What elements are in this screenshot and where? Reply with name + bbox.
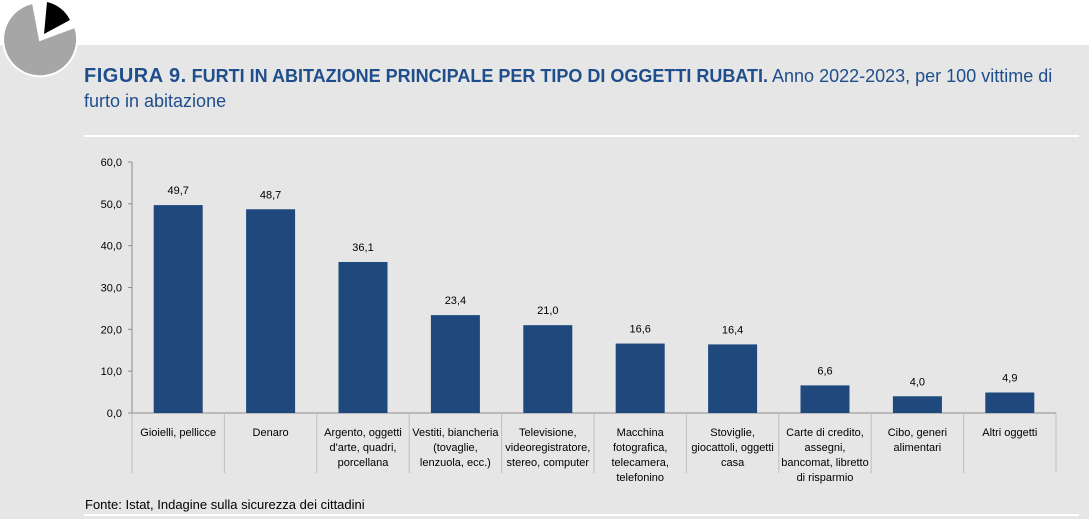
bar: [985, 392, 1035, 413]
bar-value-label: 16,4: [722, 324, 743, 336]
bar: [153, 205, 203, 413]
category-label: Macchina fotografica, telecamera, telefonin…: [611, 427, 668, 484]
bar-value-label: 4,9: [1002, 373, 1017, 385]
bar-value-label: 21,0: [537, 305, 558, 317]
category-label: Cibo, generi alimentari: [888, 427, 947, 454]
category-label: Televisione, videoregistratore, stereo, co…: [505, 427, 590, 469]
category-label: Carte di credito, assegni, bancomat, libre…: [781, 427, 868, 484]
figure-subtitle: Anno 2022-2023, per 100 vittime di furto…: [84, 66, 1053, 111]
category-label: Gioielli, pellicce: [140, 427, 216, 439]
bar: [800, 385, 850, 413]
y-tick-label: 60,0: [101, 157, 122, 169]
title-divider: [84, 135, 1079, 137]
pie-logo-icon: [2, 1, 78, 78]
bar-value-label: 48,7: [260, 189, 281, 201]
category-label: Vestiti, biancheria (tovaglie, lenzuola, e…: [412, 427, 499, 469]
bar-value-label: 6,6: [817, 365, 832, 377]
y-tick-label: 40,0: [101, 241, 122, 253]
y-tick-label: 30,0: [101, 283, 122, 295]
bar: [708, 344, 758, 413]
bar: [338, 261, 388, 413]
bar-value-label: 36,1: [352, 242, 373, 254]
category-label: Denaro: [253, 427, 289, 439]
bar-value-label: 16,6: [629, 324, 650, 336]
category-label: Argento, oggetti d'arte, quadri, porcellan…: [324, 427, 402, 469]
figure-label: FIGURA 9.: [84, 65, 187, 87]
figure-title: FIGURA 9. FURTI IN ABITAZIONE PRINCIPALE…: [84, 64, 1084, 114]
y-tick-label: 20,0: [101, 324, 122, 336]
bar-value-label: 49,7: [167, 185, 188, 197]
bar: [892, 396, 942, 413]
source-note: Fonte: Istat, Indagine sulla sicurezza d…: [85, 497, 365, 512]
bar: [246, 209, 296, 413]
y-tick-label: 0,0: [107, 408, 122, 420]
bar: [615, 343, 665, 413]
bar: [430, 315, 480, 413]
y-tick-label: 50,0: [101, 199, 122, 211]
figure-heading: FURTI IN ABITAZIONE PRINCIPALE PER TIPO …: [191, 66, 769, 86]
bottom-divider: [84, 514, 1079, 516]
bar: [523, 325, 573, 413]
category-label: Stoviglie, giocattoli, oggetti casa: [691, 427, 774, 469]
category-label: Altri oggetti: [982, 427, 1037, 439]
y-tick-label: 10,0: [101, 366, 122, 378]
bar-value-label: 23,4: [445, 295, 466, 307]
bar-value-label: 4,0: [910, 376, 925, 388]
